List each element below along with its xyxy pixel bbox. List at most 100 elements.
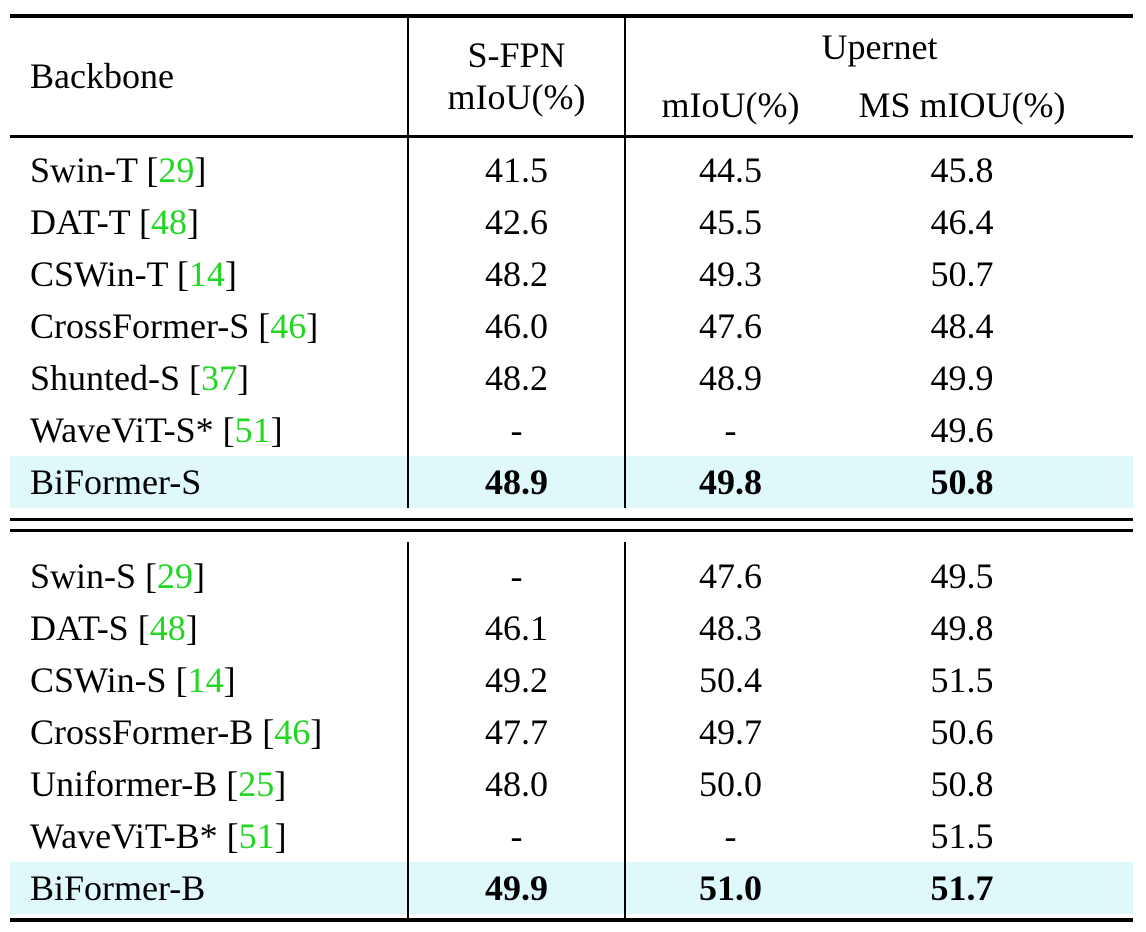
- backbone-name: DAT-S: [30, 608, 129, 648]
- upernet-miou-cell: 44.5: [624, 144, 835, 196]
- upernet-miou-cell: 49.8: [624, 456, 835, 508]
- sfpn-miou-cell: 48.2: [407, 352, 625, 404]
- double-rule: [10, 518, 1134, 532]
- upernet-ms-miou-cell: 48.4: [930, 306, 994, 346]
- upernet-ms-miou-cell: 49.8: [930, 608, 994, 648]
- separator-row: [10, 508, 1134, 542]
- header-row-metrics: mIoU(%) MS mIOU(%): [10, 76, 1134, 138]
- table-row: Shunted-S [37] 48.2 48.9 49.9: [10, 352, 1133, 404]
- backbone-cell: DAT-T [48]: [30, 202, 200, 242]
- backbone-cell: WaveViT-B* [51]: [30, 816, 287, 856]
- backbone-cell: CrossFormer-S [46]: [30, 306, 319, 346]
- table-row: Swin-S [29] -47.6 49.5: [10, 550, 1133, 602]
- upernet-ms-miou-cell: 50.7: [930, 254, 994, 294]
- upernet-ms-miou-cell: 49.6: [930, 410, 994, 450]
- upernet-ms-miou-cell: 50.6: [930, 712, 994, 752]
- sfpn-miou-cell: -: [407, 404, 625, 456]
- group-separator: [10, 508, 1134, 542]
- table-row: Uniformer-B [25] 48.0 50.0 50.8: [10, 758, 1133, 810]
- citation-ref: 37: [201, 358, 238, 398]
- backbone-name: DAT-T: [30, 202, 131, 242]
- upernet-miou-cell: 47.6: [624, 550, 835, 602]
- upernet-miou-cell: 49.3: [624, 248, 835, 300]
- segmentation-results-table: Backbone S-FPN mIoU(%) Upernet mIoU(%) M…: [10, 14, 1134, 922]
- table-row: BiFormer-S 48.9 49.8 50.8: [10, 456, 1134, 508]
- header-sfpn-group: S-FPN: [467, 35, 566, 76]
- group-1: Swin-T [29] 41.5 44.5 45.8 DAT-T [48] 42.6 45.…: [10, 136, 1134, 508]
- sfpn-miou-cell: 46.1: [407, 602, 625, 654]
- citation-ref: 29: [158, 150, 195, 190]
- sfpn-miou-cell: -: [407, 550, 625, 602]
- header-upernet-miou: mIoU(%): [624, 76, 835, 138]
- upernet-ms-miou-cell: 45.8: [930, 150, 994, 190]
- header-upernet-ms-miou: MS mIOU(%): [835, 76, 1134, 138]
- backbone-name: Swin-S: [30, 556, 137, 596]
- upernet-miou-cell: -: [624, 810, 835, 862]
- header-backbone: Backbone: [10, 16, 408, 138]
- spacer-row: [10, 914, 1133, 920]
- upernet-miou-cell: 48.9: [624, 352, 835, 404]
- sfpn-miou-cell: 48.9: [407, 456, 625, 508]
- sfpn-miou-cell: 47.7: [407, 706, 625, 758]
- backbone-name: WaveViT-S*: [30, 410, 214, 450]
- table-row: Swin-T [29] 41.5 44.5 45.8: [10, 144, 1133, 196]
- citation-ref: 51: [238, 816, 275, 856]
- backbone-cell: Uniformer-B [25]: [30, 764, 287, 804]
- header-row-groups: Backbone S-FPN mIoU(%) Upernet: [10, 16, 1134, 138]
- backbone-name: CrossFormer-S: [30, 306, 250, 346]
- citation-ref: 46: [274, 712, 311, 752]
- upernet-ms-miou-cell: 49.5: [930, 556, 994, 596]
- citation-ref: 14: [188, 254, 225, 294]
- table-row: CSWin-S [14] 49.2 50.4 51.5: [10, 654, 1133, 706]
- backbone-name: Shunted-S: [30, 358, 181, 398]
- upernet-ms-miou-cell: 46.4: [930, 202, 994, 242]
- group-2: Swin-S [29] -47.6 49.5 DAT-S [48] 46.1 48.3 49…: [10, 542, 1134, 920]
- upernet-miou-cell: 51.0: [624, 862, 835, 914]
- citation-ref: 46: [270, 306, 307, 346]
- backbone-cell: Shunted-S [37]: [30, 358, 250, 398]
- upernet-miou-cell: 50.0: [624, 758, 835, 810]
- backbone-cell: BiFormer-S: [10, 456, 408, 508]
- upernet-miou-cell: -: [624, 404, 835, 456]
- table-row: BiFormer-B 49.9 51.0 51.7: [10, 862, 1134, 914]
- citation-ref: 48: [149, 608, 186, 648]
- upernet-ms-miou-cell: 49.9: [930, 358, 994, 398]
- citation-ref: 48: [151, 202, 188, 242]
- sfpn-miou-cell: -: [407, 810, 625, 862]
- backbone-cell: WaveViT-S* [51]: [30, 410, 283, 450]
- sfpn-miou-cell: 41.5: [407, 144, 625, 196]
- backbone-name: Swin-T: [30, 150, 138, 190]
- backbone-cell: BiFormer-B: [10, 862, 408, 914]
- citation-ref: 14: [187, 660, 224, 700]
- table-row: DAT-T [48] 42.6 45.5 46.4: [10, 196, 1133, 248]
- backbone-cell: CSWin-S [14]: [30, 660, 236, 700]
- table-row: CSWin-T [14] 48.2 49.3 50.7: [10, 248, 1133, 300]
- upernet-miou-cell: 50.4: [624, 654, 835, 706]
- sfpn-miou-cell: 48.2: [407, 248, 625, 300]
- header-sfpn-metric: mIoU(%): [447, 77, 586, 118]
- table-row: DAT-S [48] 46.1 48.3 49.8: [10, 602, 1133, 654]
- backbone-name: CSWin-T: [30, 254, 168, 294]
- backbone-name: CSWin-S: [30, 660, 167, 700]
- upernet-ms-miou-cell: 50.8: [835, 456, 1134, 508]
- sfpn-miou-cell: 49.2: [407, 654, 625, 706]
- upernet-ms-miou-cell: 51.5: [930, 660, 994, 700]
- backbone-cell: CrossFormer-B [46]: [30, 712, 323, 752]
- sfpn-miou-cell: 49.9: [407, 862, 625, 914]
- sfpn-miou-cell: 48.0: [407, 758, 625, 810]
- upernet-ms-miou-cell: 50.8: [930, 764, 994, 804]
- backbone-cell: Swin-T [29]: [30, 150, 207, 190]
- backbone-name: Uniformer-B: [30, 764, 218, 804]
- table-row: CrossFormer-S [46] 46.0 47.6 48.4: [10, 300, 1133, 352]
- backbone-cell: Swin-S [29]: [30, 556, 206, 596]
- citation-ref: 25: [238, 764, 275, 804]
- upernet-miou-cell: 49.7: [624, 706, 835, 758]
- sfpn-miou-cell: 42.6: [407, 196, 625, 248]
- upernet-miou-cell: 48.3: [624, 602, 835, 654]
- backbone-name: CrossFormer-B: [30, 712, 254, 752]
- table-row: CrossFormer-B [46] 47.7 49.7 50.6: [10, 706, 1133, 758]
- citation-ref: 29: [157, 556, 194, 596]
- sfpn-miou-cell: 46.0: [407, 300, 625, 352]
- table-row: WaveViT-S* [51] - - 49.6: [10, 404, 1133, 456]
